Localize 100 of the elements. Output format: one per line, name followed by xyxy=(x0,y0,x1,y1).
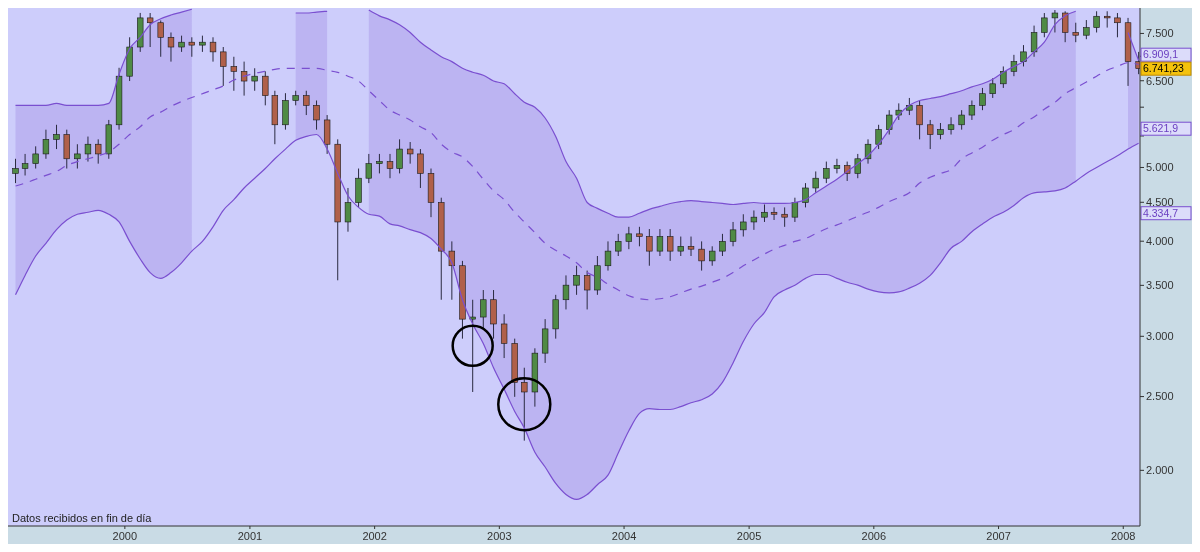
candlestick xyxy=(562,274,570,310)
x-tick-label: 2007 xyxy=(986,530,1011,542)
candlestick xyxy=(84,136,92,163)
candlestick xyxy=(262,70,269,106)
y-tick-label: 2.500 xyxy=(1146,390,1174,403)
candlestick xyxy=(916,99,923,140)
candlestick xyxy=(1000,65,1007,89)
y-tick-label: 7.500 xyxy=(1146,27,1174,40)
candlestick xyxy=(604,240,612,272)
candlestick xyxy=(521,367,528,442)
candlestick xyxy=(583,270,591,310)
candlestick xyxy=(1093,10,1100,33)
candlestick xyxy=(719,233,726,257)
annotation: 6.741,23 xyxy=(1143,62,1185,75)
candlestick xyxy=(220,46,227,87)
candlestick xyxy=(12,158,19,184)
candlestick xyxy=(958,109,965,131)
y-tick-label: 5.000 xyxy=(1146,161,1174,174)
candlestick xyxy=(1114,12,1121,38)
x-tick-label: 2003 xyxy=(487,530,512,542)
x-tick-label: 2008 xyxy=(1111,530,1136,542)
candlestick xyxy=(365,153,372,184)
candlestick xyxy=(157,19,164,58)
candlestick xyxy=(802,182,809,208)
y-tick-label: 6.500 xyxy=(1146,74,1174,87)
candlestick xyxy=(677,236,684,257)
annotation: 6.909,1 xyxy=(1143,48,1179,61)
candlestick xyxy=(625,226,633,250)
candlestick xyxy=(823,161,830,184)
candlestick xyxy=(344,187,352,233)
candlestick xyxy=(667,228,674,262)
candlestick xyxy=(32,145,39,170)
text: 4.334,7 xyxy=(1143,206,1179,219)
candlestick xyxy=(687,236,695,257)
candlestick xyxy=(791,197,799,223)
line-series xyxy=(14,61,1140,301)
candlestick xyxy=(1072,22,1079,43)
candlestick xyxy=(188,36,195,58)
y-tick-label: 3.000 xyxy=(1146,330,1174,343)
candlestick xyxy=(1041,12,1048,38)
candlestick xyxy=(251,67,258,92)
candlestick xyxy=(947,116,955,136)
candlestick xyxy=(209,36,217,63)
candlestick xyxy=(615,233,622,257)
x-tick-label: 2001 xyxy=(237,530,263,542)
candlestick xyxy=(469,299,476,393)
x-tick-label: 2005 xyxy=(736,530,762,542)
candlestick xyxy=(480,289,487,330)
line-series xyxy=(14,133,1140,500)
candlestick xyxy=(886,109,893,136)
y-tick-label: 4.500 xyxy=(1146,196,1174,209)
candlestick xyxy=(636,226,643,247)
candlestick xyxy=(989,77,996,99)
y-tick-label: 4.000 xyxy=(1146,235,1174,248)
candlestick xyxy=(396,138,403,174)
candlestick xyxy=(303,90,310,116)
candlestick xyxy=(240,61,248,97)
candlestick xyxy=(167,31,175,63)
candlestick xyxy=(770,206,778,221)
candlestick xyxy=(646,228,653,267)
candlestick xyxy=(313,99,320,131)
y-tick-label: 3.500 xyxy=(1146,279,1174,292)
x-tick-label: 2002 xyxy=(362,530,387,542)
candlestick xyxy=(448,240,456,301)
annotation: Datos recibidos en fin de día xyxy=(12,512,153,524)
candlestick xyxy=(740,213,747,238)
annotation: 5.621,9 xyxy=(1143,122,1179,135)
candlestick xyxy=(979,87,986,111)
x-tick-label: 2004 xyxy=(611,530,637,542)
candlestick xyxy=(74,143,81,170)
candlestick xyxy=(854,153,861,179)
candlestick xyxy=(1020,44,1027,67)
y-tick-label: 2.000 xyxy=(1146,464,1174,477)
x-tick-label: 2006 xyxy=(861,530,887,542)
candlestick xyxy=(656,228,664,257)
candlestick xyxy=(146,12,154,48)
candlestick xyxy=(875,124,882,150)
candlestick xyxy=(53,124,60,150)
candlestick xyxy=(1062,10,1069,43)
x-tick-label: 2000 xyxy=(112,530,138,542)
candlestick xyxy=(1030,25,1038,58)
candlestick xyxy=(573,265,580,296)
candlestick xyxy=(709,245,716,267)
candlestick xyxy=(417,148,424,189)
candlestick xyxy=(230,56,238,92)
candlestick xyxy=(500,313,508,359)
candlestick xyxy=(927,119,934,150)
candlestick xyxy=(698,240,705,272)
candlestick xyxy=(1083,19,1090,40)
candlestick xyxy=(95,138,102,165)
candlestick xyxy=(968,99,976,121)
candlestick xyxy=(812,170,819,194)
candlestick xyxy=(729,221,737,247)
candlestick xyxy=(386,153,394,179)
candlestick xyxy=(1051,9,1059,33)
candlestick xyxy=(833,158,841,174)
candlestick xyxy=(42,129,50,160)
candlestick xyxy=(750,209,758,231)
candlestick xyxy=(781,206,788,228)
candlestick xyxy=(21,153,29,176)
